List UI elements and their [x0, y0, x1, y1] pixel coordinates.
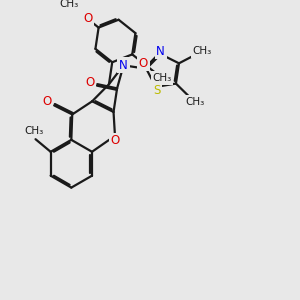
Text: O: O [43, 95, 52, 108]
Text: S: S [154, 84, 161, 97]
Text: CH₃: CH₃ [152, 73, 172, 83]
Text: N: N [119, 59, 128, 72]
Text: O: O [83, 12, 92, 25]
Text: O: O [110, 134, 120, 147]
Text: O: O [85, 76, 94, 89]
Text: CH₃: CH₃ [59, 0, 79, 9]
Text: O: O [139, 57, 148, 70]
Text: CH₃: CH₃ [185, 97, 204, 107]
Text: CH₃: CH₃ [25, 126, 44, 136]
Text: N: N [156, 45, 165, 58]
Text: CH₃: CH₃ [193, 46, 212, 56]
